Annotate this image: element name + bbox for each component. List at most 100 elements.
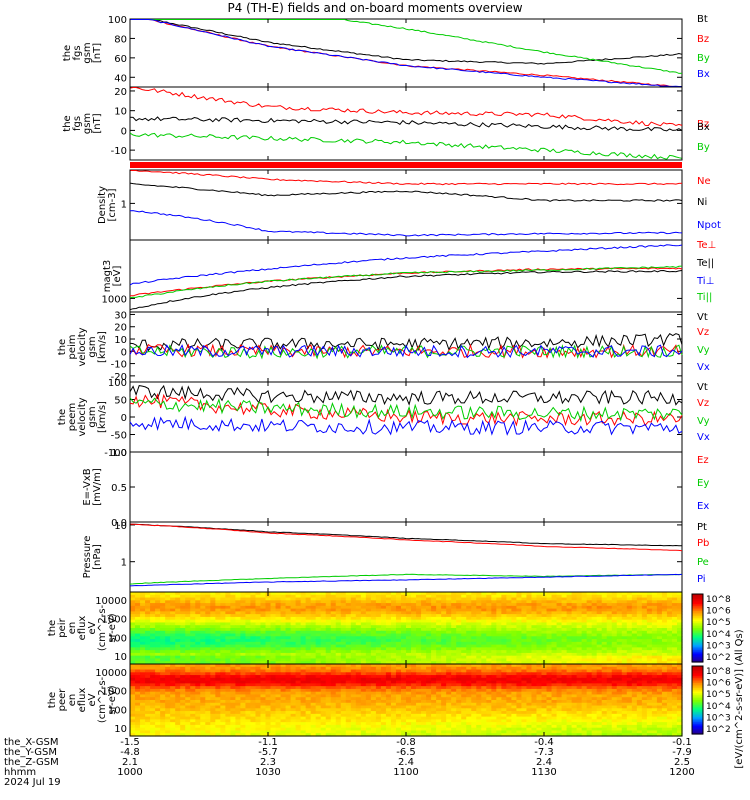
- peer_eflux-cell: [651, 694, 658, 698]
- peir_eflux-cell: [160, 611, 166, 615]
- peer_eflux-cell: [676, 700, 683, 704]
- peir_eflux-cell: [225, 641, 231, 646]
- peir_eflux-cell: [646, 608, 653, 612]
- peir_eflux-cell: [245, 650, 252, 654]
- peir_eflux-cell: [180, 650, 186, 654]
- peir_eflux-cell: [275, 633, 282, 637]
- peir_eflux-cell: [275, 611, 282, 615]
- peir_eflux-cell: [150, 652, 156, 657]
- peir_eflux-cell: [601, 658, 608, 662]
- peir_eflux-cell: [551, 616, 558, 621]
- peir_eflux-cell: [511, 639, 517, 643]
- peir_eflux-cell: [596, 611, 603, 615]
- peir_eflux-cell: [531, 636, 538, 640]
- peir_eflux-cell: [606, 628, 613, 632]
- temperature-ylabel-line: [eV]: [112, 266, 123, 287]
- peer_eflux-cell: [601, 680, 608, 684]
- peir_eflux-cell: [390, 597, 397, 601]
- peir_eflux-cell: [195, 628, 201, 632]
- peir_eflux-cell: [255, 650, 262, 654]
- peer_eflux-cell: [546, 708, 553, 712]
- peir_eflux-cell: [155, 658, 161, 662]
- peir_eflux-cell: [546, 644, 553, 648]
- peir_eflux-cell: [255, 619, 262, 624]
- peir_eflux-cell: [330, 644, 337, 648]
- peer_eflux-cell: [436, 702, 442, 707]
- peir_eflux-cell: [250, 647, 257, 651]
- peer_eflux-cell: [365, 686, 372, 690]
- peer_eflux-cell: [155, 688, 161, 693]
- peir_eflux-cell: [671, 647, 678, 651]
- peir_eflux-cell: [350, 658, 357, 662]
- peer_eflux-cell: [155, 683, 161, 687]
- peir_eflux-cell: [476, 647, 482, 651]
- peer_eflux-cell: [280, 675, 287, 679]
- peir_eflux-cell: [626, 608, 633, 612]
- peir_eflux-cell: [200, 592, 206, 596]
- peer_eflux-cell: [355, 705, 362, 709]
- peir_eflux-cell: [190, 622, 196, 626]
- peer_eflux-cell: [451, 683, 457, 687]
- fgs_gsm_comp-ylabel-line: the: [62, 115, 73, 131]
- pressure-ylabel-line: Pressure: [82, 536, 93, 579]
- peer_eflux-cell: [576, 680, 583, 684]
- peir_eflux-cell: [235, 641, 241, 646]
- peir_eflux-cell: [265, 636, 272, 640]
- peir_eflux-cell: [225, 597, 231, 601]
- peer_eflux-cell: [466, 700, 472, 704]
- peer_eflux-cell: [581, 688, 588, 693]
- peir_eflux-cell: [165, 622, 171, 626]
- peir_eflux-cell: [506, 641, 512, 646]
- peir_eflux-cell: [265, 644, 272, 648]
- peer_eflux-cell: [541, 666, 548, 671]
- peer_eflux-cell: [486, 675, 492, 679]
- peir_eflux-cell: [646, 597, 653, 601]
- peir_eflux-cell: [586, 594, 593, 599]
- peim_velocity-series-vz: [129, 343, 683, 359]
- peer_eflux-cell: [250, 691, 257, 696]
- peir_eflux-cell: [631, 600, 638, 604]
- peir_eflux-cell: [666, 600, 673, 604]
- peer_eflux-cell: [325, 672, 332, 676]
- peir_eflux-cell: [656, 655, 663, 660]
- peer_eflux-cell: [411, 697, 417, 701]
- peir_eflux-cell: [150, 592, 156, 596]
- peir_eflux-cell: [220, 597, 226, 601]
- peir_eflux-cell: [290, 608, 297, 612]
- peer_eflux-cell: [506, 700, 512, 704]
- peer_eflux-cell: [446, 700, 452, 704]
- peer_eflux-cell: [300, 664, 307, 668]
- peir_eflux-cell: [135, 622, 141, 626]
- peir_eflux-cell: [601, 605, 608, 610]
- peir_eflux-cell: [360, 658, 367, 662]
- peer_eflux-cell: [170, 688, 176, 693]
- peer_eflux-cell: [581, 677, 588, 682]
- peer_eflux-cell: [596, 686, 603, 690]
- peir_eflux-cell: [426, 608, 432, 612]
- peer_eflux-cell: [240, 680, 247, 684]
- peir_eflux-cell: [195, 625, 201, 629]
- peir_eflux-cell: [215, 619, 221, 624]
- peir_eflux-cell: [265, 600, 272, 604]
- peir_eflux-cell: [370, 622, 377, 626]
- peer_eflux-cell: [250, 694, 257, 698]
- peer_eflux-cell: [170, 697, 176, 701]
- peer_eflux-cell: [406, 700, 412, 704]
- peer_eflux-cell: [626, 708, 633, 712]
- peer_eflux-cell: [576, 697, 583, 701]
- peir_eflux-cell: [466, 647, 472, 651]
- peir_eflux-cell: [170, 630, 176, 635]
- peir_eflux-cell: [385, 628, 392, 632]
- peir_eflux-cell: [220, 655, 226, 660]
- peer_eflux-cell: [576, 700, 583, 704]
- peir_eflux-cell: [375, 644, 382, 648]
- peer_eflux-cell: [230, 680, 236, 684]
- peir_eflux-cell: [416, 639, 422, 643]
- peer_eflux-cell: [466, 702, 472, 707]
- peer_eflux-cell: [260, 669, 267, 673]
- peer_eflux-cell: [310, 705, 317, 709]
- peir_eflux-cell: [400, 644, 407, 648]
- peir_eflux-cell: [426, 619, 432, 624]
- peer_eflux-cell: [646, 675, 653, 679]
- peir_eflux-cell: [185, 622, 191, 626]
